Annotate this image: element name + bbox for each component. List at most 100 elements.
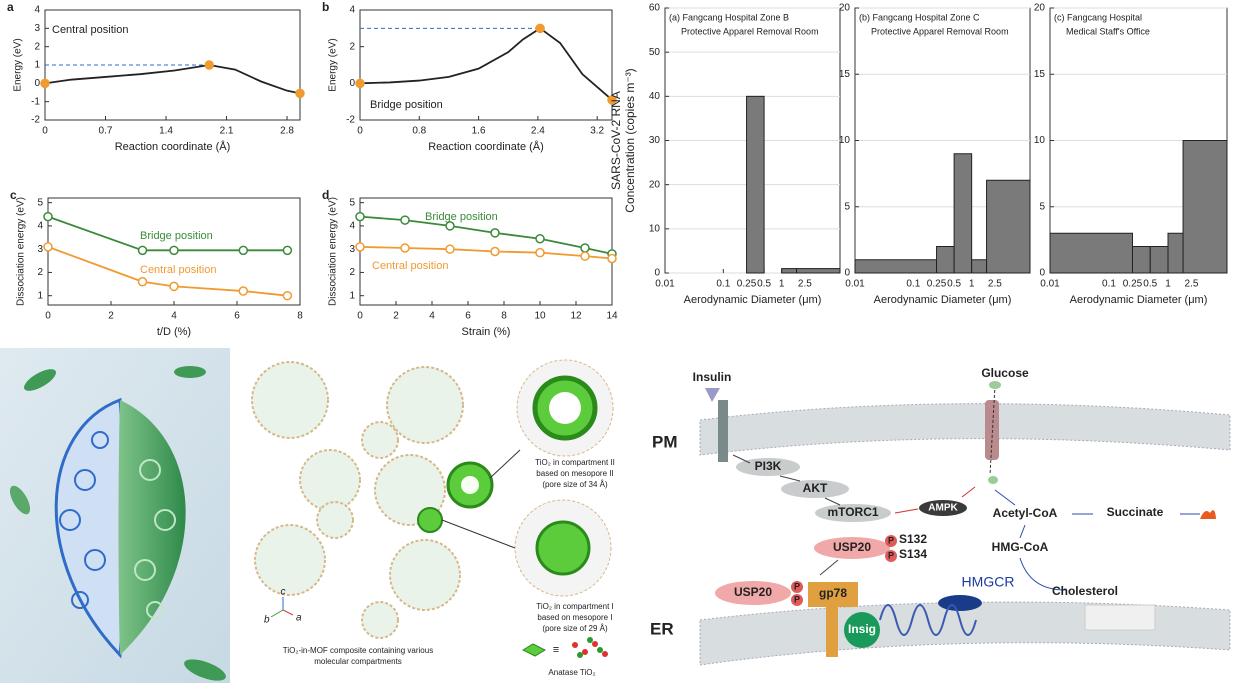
x-tick-label: 0.5 bbox=[757, 279, 771, 290]
pathway-label: P bbox=[794, 581, 800, 591]
chart-title: (a) Fangcang Hospital Zone B bbox=[669, 12, 789, 22]
x-axis-label: Aerodynamic Diameter (μm) bbox=[1070, 294, 1208, 306]
x-tick-label: 0 bbox=[45, 311, 51, 322]
data-point bbox=[204, 60, 214, 70]
annotation: Bridge position bbox=[370, 99, 443, 111]
data-point bbox=[43, 211, 53, 222]
histogram-bar bbox=[1049, 232, 1133, 274]
y-tick-label: 1 bbox=[34, 60, 40, 71]
pathway-label: Cholesterol bbox=[1052, 584, 1118, 598]
x-tick-label: 4 bbox=[171, 311, 177, 322]
annotation: Central position bbox=[52, 24, 128, 36]
y-axis-label: Concentration (copies m⁻³) bbox=[623, 68, 637, 212]
chart-title: (b) Fangcang Hospital Zone C bbox=[859, 12, 980, 22]
y-tick-label: 5 bbox=[37, 197, 43, 208]
x-tick-label: 1.6 bbox=[472, 126, 486, 137]
y-tick-label: 1 bbox=[349, 290, 355, 301]
y-tick-label: -1 bbox=[31, 96, 40, 107]
histogram-bar bbox=[986, 179, 1031, 274]
pathway-label: PI3K bbox=[755, 459, 782, 473]
y-tick-label: 15 bbox=[839, 69, 851, 80]
y-tick-label: 4 bbox=[349, 221, 355, 232]
chart-title: Protective Apparel Removal Room bbox=[681, 26, 819, 36]
y-tick-label: 3 bbox=[37, 244, 43, 255]
pathway-label: mTORC1 bbox=[827, 505, 878, 519]
y-tick-label: 10 bbox=[649, 223, 661, 234]
x-tick-label: 0.5 bbox=[947, 279, 961, 290]
y-tick-label: 4 bbox=[37, 221, 43, 232]
histogram-bar bbox=[781, 268, 798, 274]
data-point bbox=[238, 245, 249, 256]
histogram-bar bbox=[971, 259, 988, 274]
series-label: Bridge position bbox=[425, 211, 498, 223]
chart-title: (c) Fangcang Hospital bbox=[1054, 12, 1142, 22]
x-tick-label: 4 bbox=[429, 311, 435, 322]
x-tick-label: 1.4 bbox=[159, 126, 173, 137]
y-tick-label: 5 bbox=[349, 197, 355, 208]
panel-letter: a bbox=[7, 0, 14, 14]
data-point bbox=[43, 242, 53, 252]
data-point bbox=[40, 78, 50, 89]
y-tick-label: 10 bbox=[1034, 135, 1046, 146]
y-tick-label: 3 bbox=[34, 23, 40, 34]
y-tick-label: 0 bbox=[34, 78, 40, 89]
panel-letter: b bbox=[322, 0, 329, 14]
compartment-label: TiO₂ in compartment I bbox=[536, 602, 614, 611]
histogram-bar bbox=[854, 259, 938, 274]
y-tick-label: 5 bbox=[844, 201, 850, 212]
data-point bbox=[580, 243, 590, 253]
x-tick-label: 0.1 bbox=[1102, 279, 1116, 290]
histogram-bar bbox=[746, 95, 765, 274]
series-line bbox=[44, 64, 301, 95]
histogram-bar bbox=[1167, 232, 1184, 274]
histogram-bar bbox=[1182, 140, 1228, 274]
x-tick-label: 1 bbox=[969, 279, 975, 290]
pathway-label: S134 bbox=[899, 547, 927, 561]
x-tick-label: 0.01 bbox=[845, 279, 865, 290]
x-axis-label: Reaction coordinate (Å) bbox=[115, 140, 231, 153]
compartment-label: TiO₂ in compartment II bbox=[535, 458, 615, 467]
y-tick-label: 5 bbox=[1039, 201, 1045, 212]
x-tick-label: 0.1 bbox=[716, 279, 730, 290]
data-point bbox=[607, 253, 617, 264]
y-tick-label: 20 bbox=[839, 3, 851, 14]
x-tick-label: 2.8 bbox=[280, 126, 294, 137]
y-tick-label: 2 bbox=[34, 41, 40, 52]
y-tick-label: 10 bbox=[839, 135, 851, 146]
x-tick-label: 2.5 bbox=[988, 279, 1002, 290]
y-tick-label: 30 bbox=[649, 135, 661, 146]
x-tick-label: 0 bbox=[42, 126, 48, 137]
y-tick-label: 0 bbox=[844, 268, 850, 279]
data-point bbox=[355, 211, 365, 222]
pathway-label: PM bbox=[652, 432, 678, 451]
pathway-label: Acetyl-CoA bbox=[993, 506, 1058, 520]
series-label: Central position bbox=[372, 260, 448, 272]
caption: molecular compartments bbox=[314, 657, 402, 666]
data-point bbox=[400, 215, 410, 225]
x-axis-label: Reaction coordinate (Å) bbox=[428, 140, 544, 153]
pathway-label: AKT bbox=[803, 481, 828, 495]
compartment-label: (pore size of 34 Å) bbox=[542, 480, 608, 489]
data-point bbox=[445, 221, 455, 231]
data-point bbox=[238, 286, 249, 296]
y-tick-label: 20 bbox=[649, 179, 661, 190]
pathway-label: Insulin bbox=[693, 370, 732, 384]
y-tick-label: 0 bbox=[1039, 268, 1045, 279]
data-point bbox=[535, 247, 545, 258]
x-tick-label: 0 bbox=[357, 126, 363, 137]
data-point bbox=[490, 228, 500, 238]
y-axis-label: Dissociation energy (eV) bbox=[16, 197, 27, 306]
caption: TiO₂-in-MOF composite containing various bbox=[283, 646, 433, 655]
data-point bbox=[137, 245, 148, 256]
series-line bbox=[359, 245, 613, 260]
y-tick-label: 0 bbox=[654, 268, 660, 279]
x-tick-label: 0.25 bbox=[927, 279, 947, 290]
y-tick-label: -2 bbox=[346, 115, 355, 126]
pathway-label: S132 bbox=[899, 532, 927, 546]
y-tick-label: 40 bbox=[649, 91, 661, 102]
histogram-bar bbox=[1149, 246, 1169, 274]
pathway-label: P bbox=[794, 594, 800, 604]
x-tick-label: 0.7 bbox=[99, 126, 113, 137]
axis-label: c bbox=[281, 587, 286, 598]
